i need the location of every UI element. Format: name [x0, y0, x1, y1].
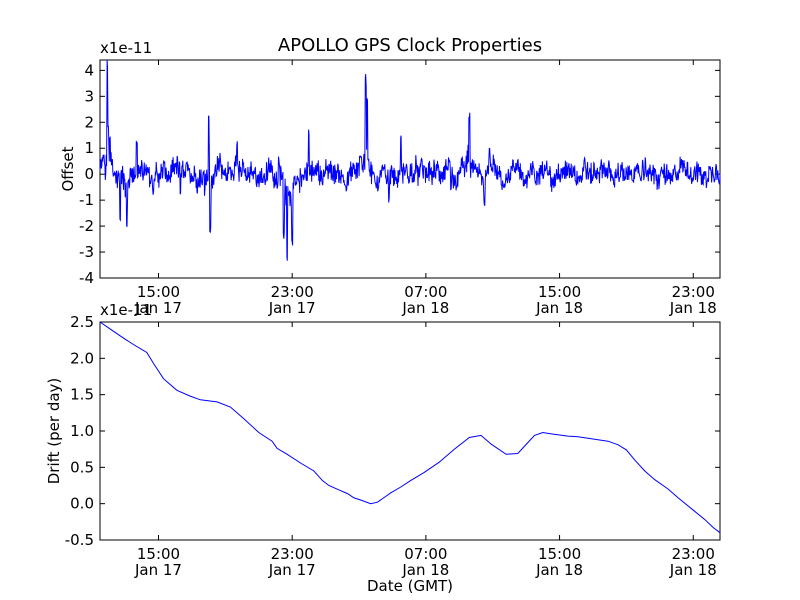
offset-scale-text: x1e-11	[100, 39, 152, 57]
drift-plot-frame	[99, 321, 721, 541]
drift-ylabel: Drift (per day)	[45, 378, 63, 485]
y-tick-label: 2	[84, 113, 94, 131]
x-tick-label-date: Jan 18	[535, 561, 583, 579]
x-tick-label-time: 15:00	[538, 545, 581, 563]
drift-series-line	[99, 321, 721, 534]
y-tick-label: -0.5	[65, 531, 94, 549]
y-tick-label: 3	[84, 87, 94, 105]
x-tick-label-date: Jan 18	[401, 299, 449, 317]
x-tick-label-date: Jan 17	[268, 299, 316, 317]
x-tick-label-time: 23:00	[672, 283, 715, 301]
x-tick-label-date: Jan 17	[268, 561, 316, 579]
y-tick-label: 2.0	[70, 349, 94, 367]
x-tick-label-time: 23:00	[271, 283, 314, 301]
x-tick-label-time: 07:00	[404, 283, 447, 301]
x-tick-label-time: 15:00	[137, 545, 180, 563]
y-tick-label: 0.5	[70, 458, 94, 476]
x-tick-label-time: 23:00	[672, 545, 715, 563]
offset-ylabel: Offset	[59, 146, 77, 191]
x-tick-label-date: Jan 18	[669, 561, 717, 579]
drift-xlabel: Date (GMT)	[367, 577, 453, 595]
y-tick-label: -3	[79, 243, 94, 261]
x-tick-label-time: 07:00	[404, 545, 447, 563]
y-tick-label: 1.0	[70, 422, 94, 440]
y-tick-label: 1.5	[70, 386, 94, 404]
y-tick-label: 2.5	[70, 313, 94, 331]
y-tick-label: 4	[84, 61, 94, 79]
y-tick-label: 1	[84, 139, 94, 157]
x-tick-label-date: Jan 18	[401, 561, 449, 579]
y-tick-label: 0.0	[70, 495, 94, 513]
x-tick-label-time: 23:00	[271, 545, 314, 563]
y-tick-label: -4	[79, 269, 94, 287]
drift-scale-text: x1e-11	[100, 301, 152, 319]
x-tick-label-time: 15:00	[538, 283, 581, 301]
x-tick-label-time: 15:00	[137, 283, 180, 301]
x-tick-label-date: Jan 17	[134, 299, 182, 317]
y-tick-label: 0	[84, 165, 94, 183]
y-tick-label: -2	[79, 217, 94, 235]
x-tick-label-date: Jan 17	[134, 561, 182, 579]
x-tick-label-date: Jan 18	[669, 299, 717, 317]
y-tick-label: -1	[79, 191, 94, 209]
chart-title: APOLLO GPS Clock Properties	[278, 35, 542, 56]
offset-series-line	[99, 59, 721, 261]
x-tick-label-date: Jan 18	[535, 299, 583, 317]
